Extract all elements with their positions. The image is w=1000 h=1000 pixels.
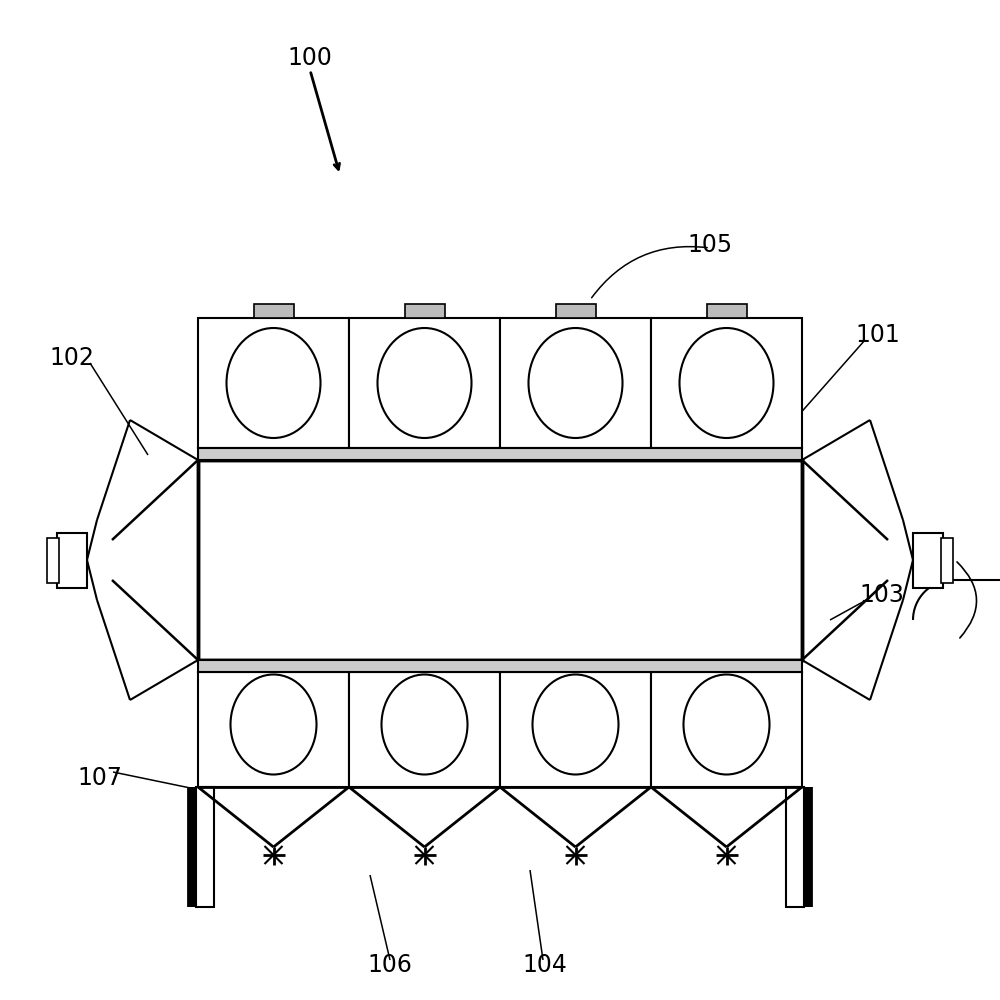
- Bar: [254, 304, 294, 318]
- Bar: [196, 787, 214, 907]
- Bar: [651, 318, 802, 448]
- Bar: [556, 304, 596, 318]
- Ellipse shape: [378, 328, 472, 438]
- Text: 107: 107: [78, 766, 122, 790]
- Text: 101: 101: [856, 323, 900, 347]
- Bar: [57, 532, 87, 587]
- Ellipse shape: [680, 328, 774, 438]
- Bar: [198, 660, 802, 672]
- Ellipse shape: [226, 328, 320, 438]
- Bar: [706, 304, 746, 318]
- Bar: [198, 318, 349, 448]
- Bar: [198, 448, 802, 460]
- Text: 103: 103: [860, 583, 904, 607]
- Bar: [651, 672, 802, 787]
- Ellipse shape: [382, 674, 468, 774]
- Text: 100: 100: [288, 46, 332, 70]
- Text: 105: 105: [687, 233, 733, 257]
- Ellipse shape: [528, 328, 622, 438]
- Bar: [404, 304, 444, 318]
- Bar: [941, 538, 953, 582]
- Bar: [349, 672, 500, 787]
- Bar: [913, 532, 943, 587]
- Bar: [198, 672, 349, 787]
- Bar: [786, 787, 804, 907]
- Bar: [198, 460, 802, 660]
- Text: 104: 104: [523, 953, 567, 977]
- Bar: [198, 460, 802, 660]
- Bar: [500, 672, 651, 787]
- Ellipse shape: [684, 674, 770, 774]
- Ellipse shape: [532, 674, 618, 774]
- Ellipse shape: [230, 674, 316, 774]
- Text: 106: 106: [368, 953, 412, 977]
- Bar: [47, 538, 59, 582]
- Bar: [349, 318, 500, 448]
- Bar: [500, 318, 651, 448]
- Text: 102: 102: [50, 346, 94, 370]
